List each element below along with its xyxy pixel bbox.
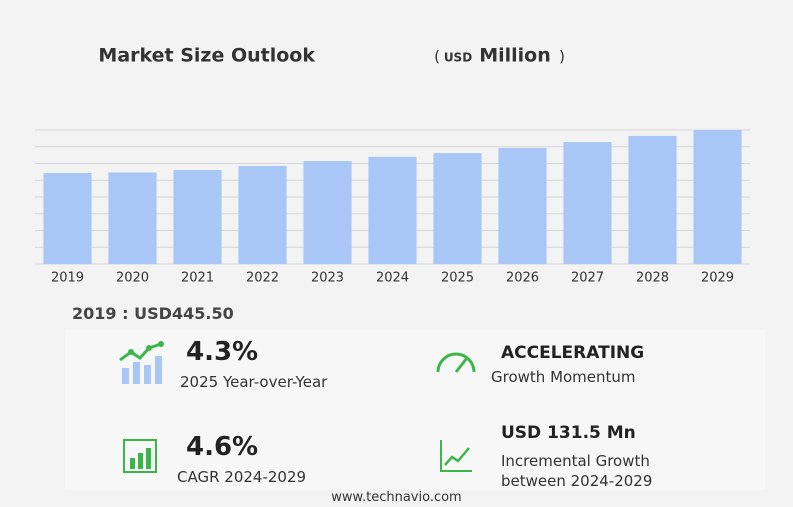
- x-tick-label: 2019: [51, 271, 84, 286]
- unit-currency: USD: [444, 51, 472, 65]
- bar: [693, 130, 742, 264]
- bar: [433, 153, 482, 264]
- chart-title: Market Size Outlook: [98, 45, 315, 67]
- stat-value: ACCELERATING: [501, 343, 645, 363]
- x-tick-label: 2025: [441, 271, 474, 286]
- x-tick-label: 2028: [636, 271, 669, 286]
- stat-value: 4.6%: [186, 432, 259, 462]
- x-tick-label: 2022: [246, 271, 279, 286]
- stat-label: Growth Momentum: [491, 368, 636, 386]
- unit-paren: (: [434, 48, 440, 66]
- bar: [368, 156, 417, 264]
- footer: www.technavio.com: [331, 490, 462, 505]
- icon-gauge: [436, 352, 476, 373]
- chart: Market Size Outlook ( USD Million ) 2019…: [35, 45, 750, 286]
- bar: [303, 161, 352, 264]
- x-tick-label: 2026: [506, 271, 539, 286]
- x-tick-label: 2027: [571, 271, 604, 286]
- bar: [43, 172, 92, 264]
- bar: [238, 165, 287, 264]
- stat-value: 4.3%: [186, 337, 259, 367]
- summary-value: 445.50: [172, 304, 234, 323]
- summary-label: 2019 : USD: [72, 304, 172, 323]
- x-tick-label: 2029: [701, 271, 734, 286]
- icon-growth: [440, 440, 472, 472]
- stats-panel: [65, 330, 765, 490]
- bar: [498, 147, 547, 264]
- bar: [628, 135, 677, 264]
- stat-label: 2025 Year-over-Year: [180, 373, 328, 391]
- x-tick-label: 2023: [311, 271, 344, 286]
- x-tick-label: 2024: [376, 271, 409, 286]
- x-tick-label: 2020: [116, 271, 149, 286]
- stat-label: CAGR 2024-2029: [177, 468, 307, 486]
- icon-chart: [123, 439, 157, 473]
- bar: [563, 142, 612, 264]
- unit-paren: ): [559, 48, 565, 66]
- bar: [173, 170, 222, 264]
- stat-label: Incremental Growth between 2024-2029: [501, 452, 653, 490]
- x-tick-label: 2021: [181, 271, 214, 286]
- stat-value: USD 131.5 Mn: [501, 423, 636, 443]
- bar: [108, 172, 157, 264]
- unit-label: Million: [479, 45, 551, 67]
- icon-bars: [119, 341, 164, 384]
